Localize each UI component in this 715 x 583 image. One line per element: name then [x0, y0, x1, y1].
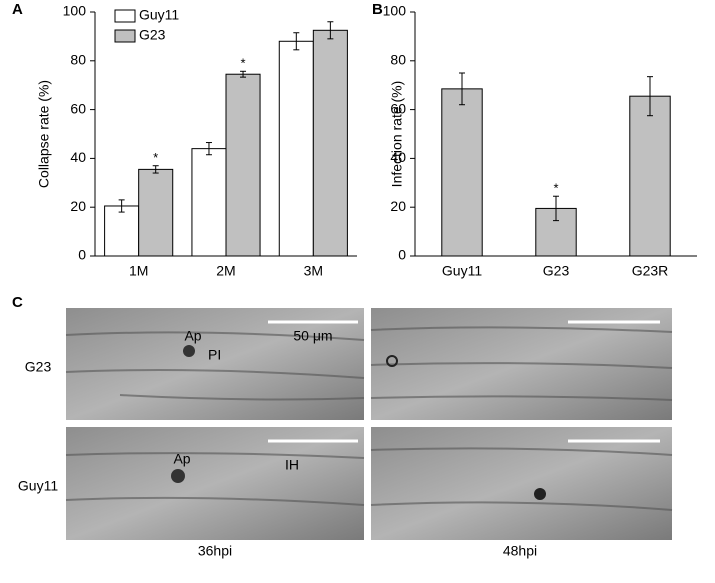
x-tick-label: 1M	[129, 263, 148, 279]
panel-label: A	[12, 1, 23, 18]
annotation: Ap	[184, 328, 201, 344]
significance: *	[153, 150, 158, 165]
y-tick-label: 60	[70, 100, 86, 116]
bar	[278, 40, 314, 257]
annotation: PI	[208, 347, 221, 363]
y-tick-label: 0	[78, 247, 86, 263]
y-tick-label: 0	[398, 247, 406, 263]
panel-label: C	[12, 294, 23, 311]
column-label: 36hpi	[198, 543, 232, 559]
bar	[629, 95, 671, 257]
scale-bar-label: 50 μm	[293, 328, 332, 344]
y-axis-label: Collapse rate (%)	[36, 80, 52, 188]
x-tick-label: 3M	[304, 263, 323, 279]
bar	[104, 205, 140, 257]
annotation: IH	[285, 457, 299, 473]
significance: *	[240, 56, 245, 71]
legend-label: Guy11	[139, 7, 179, 23]
y-tick-label: 100	[383, 3, 407, 19]
significance: *	[553, 181, 558, 196]
x-tick-label: G23	[543, 263, 570, 279]
x-tick-label: Guy11	[442, 263, 482, 279]
row-label: G23	[25, 359, 52, 375]
bar	[312, 29, 348, 257]
bar	[441, 88, 483, 257]
legend-swatch	[114, 9, 136, 23]
row-label: Guy11	[18, 478, 58, 494]
legend-label: G23	[139, 27, 166, 43]
y-tick-label: 60	[390, 100, 406, 116]
column-label: 48hpi	[503, 543, 537, 559]
bar	[138, 168, 174, 257]
y-tick-label: 40	[70, 149, 86, 165]
y-tick-label: 40	[390, 149, 406, 165]
bar	[225, 73, 261, 257]
y-axis-label: Infection rate (%)	[389, 81, 405, 188]
y-tick-label: 100	[63, 3, 87, 19]
x-tick-label: G23R	[632, 263, 669, 279]
annotation: Ap	[173, 451, 190, 467]
x-tick-label: 2M	[216, 263, 235, 279]
panel-label: B	[372, 1, 383, 18]
bar	[191, 148, 227, 257]
y-tick-label: 20	[390, 198, 406, 214]
y-tick-label: 20	[70, 198, 86, 214]
y-tick-label: 80	[70, 52, 86, 68]
micrograph	[65, 308, 673, 540]
y-tick-label: 80	[390, 52, 406, 68]
legend-swatch	[114, 29, 136, 43]
